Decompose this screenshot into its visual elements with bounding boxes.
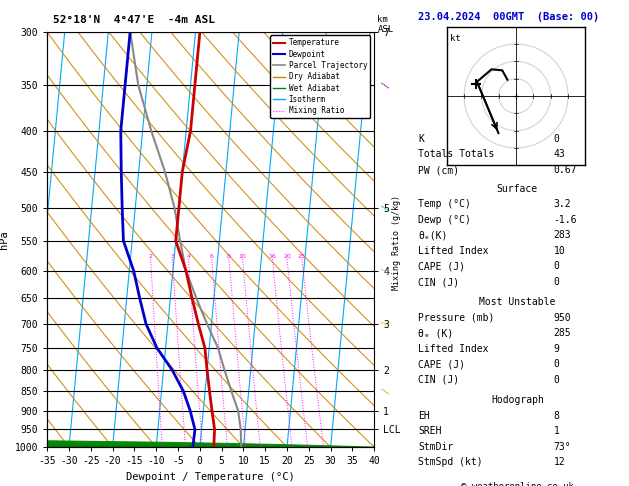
Text: 0: 0 [554,261,559,272]
Text: Pressure (mb): Pressure (mb) [418,313,494,323]
Text: $\backslash\!\!\backslash$: $\backslash\!\!\backslash$ [379,264,392,278]
Text: Most Unstable: Most Unstable [479,297,555,307]
Text: 285: 285 [554,329,571,338]
Text: 0.67: 0.67 [554,165,577,175]
Text: 8: 8 [227,254,231,259]
Text: θₑ (K): θₑ (K) [418,329,454,338]
Text: Surface: Surface [497,184,538,194]
Text: SREH: SREH [418,426,442,436]
Text: 283: 283 [554,230,571,241]
Text: 950: 950 [554,313,571,323]
Text: 8: 8 [554,411,559,421]
Text: 20: 20 [283,254,291,259]
Text: StmDir: StmDir [418,442,454,452]
Text: 1: 1 [554,426,559,436]
Text: 16: 16 [269,254,276,259]
Text: Dewp (°C): Dewp (°C) [418,215,471,225]
Text: -1.6: -1.6 [554,215,577,225]
Text: 23.04.2024  00GMT  (Base: 00): 23.04.2024 00GMT (Base: 00) [418,12,599,22]
Text: K: K [418,134,424,144]
Text: Temp (°C): Temp (°C) [418,199,471,209]
Text: θₑ(K): θₑ(K) [418,230,448,241]
Text: CAPE (J): CAPE (J) [418,360,465,369]
Text: Hodograph: Hodograph [491,395,544,405]
Text: Mixing Ratio (g/kg): Mixing Ratio (g/kg) [392,195,401,291]
Text: 12: 12 [554,457,565,468]
Text: 3.2: 3.2 [554,199,571,209]
Text: km
ASL: km ASL [377,15,394,34]
Text: kt: kt [450,34,461,43]
Text: CAPE (J): CAPE (J) [418,261,465,272]
Text: 0: 0 [554,375,559,385]
X-axis label: Dewpoint / Temperature (°C): Dewpoint / Temperature (°C) [126,472,295,482]
Text: $\backslash\!\!\backslash$: $\backslash\!\!\backslash$ [379,201,392,215]
Legend: Temperature, Dewpoint, Parcel Trajectory, Dry Adiabat, Wet Adiabat, Isotherm, Mi: Temperature, Dewpoint, Parcel Trajectory… [270,35,370,118]
Text: Lifted Index: Lifted Index [418,246,489,256]
Text: 73°: 73° [554,442,571,452]
Text: © weatheronline.co.uk: © weatheronline.co.uk [461,482,574,486]
Text: $\backslash\!\!\backslash$: $\backslash\!\!\backslash$ [379,317,392,331]
Text: 25: 25 [298,254,306,259]
Text: StmSpd (kt): StmSpd (kt) [418,457,483,468]
Text: CIN (J): CIN (J) [418,277,459,287]
Text: 9: 9 [554,344,559,354]
Text: 0: 0 [554,134,559,144]
Text: Totals Totals: Totals Totals [418,150,494,159]
Y-axis label: hPa: hPa [0,230,9,249]
Text: 3: 3 [170,254,174,259]
Text: 0: 0 [554,277,559,287]
Text: 52°18'N  4°47'E  -4m ASL: 52°18'N 4°47'E -4m ASL [53,15,216,25]
Text: 2: 2 [148,254,153,259]
Text: PW (cm): PW (cm) [418,165,459,175]
Text: 43: 43 [554,150,565,159]
Text: EH: EH [418,411,430,421]
Text: Lifted Index: Lifted Index [418,344,489,354]
Text: CIN (J): CIN (J) [418,375,459,385]
Text: 10: 10 [554,246,565,256]
Text: $\backslash\!\!\backslash$: $\backslash\!\!\backslash$ [379,384,392,398]
Text: 4: 4 [186,254,191,259]
Text: 10: 10 [239,254,247,259]
Text: $\backslash\!\!\backslash$: $\backslash\!\!\backslash$ [379,78,392,91]
Text: 0: 0 [554,360,559,369]
Text: 6: 6 [210,254,214,259]
